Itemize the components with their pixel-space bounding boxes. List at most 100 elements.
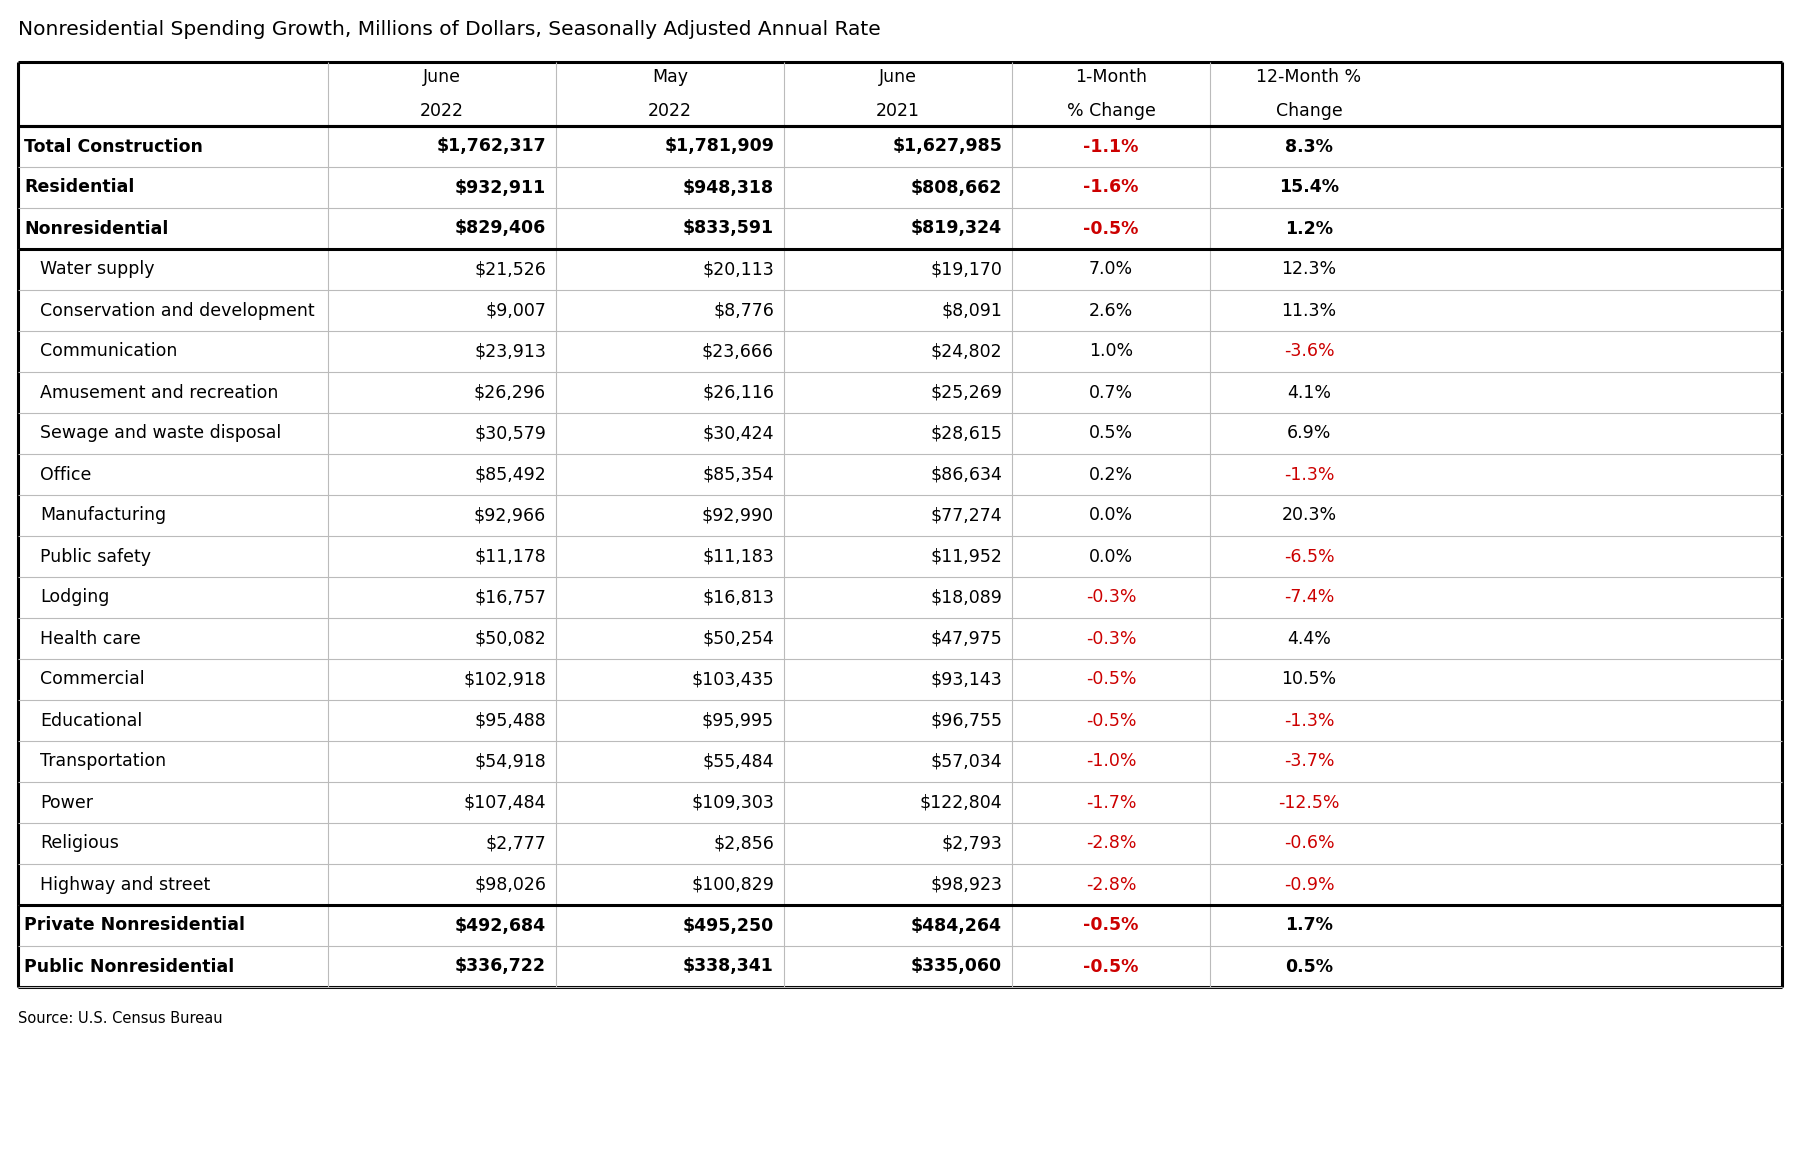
Text: $808,662: $808,662	[911, 179, 1003, 197]
Text: $47,975: $47,975	[931, 629, 1003, 647]
Text: $57,034: $57,034	[931, 752, 1003, 771]
Text: $107,484: $107,484	[464, 794, 545, 811]
Text: Highway and street: Highway and street	[40, 876, 211, 894]
Text: -0.5%: -0.5%	[1085, 712, 1136, 729]
Text: $50,082: $50,082	[473, 629, 545, 647]
Text: June: June	[423, 68, 461, 86]
Text: 4.1%: 4.1%	[1287, 384, 1330, 402]
Text: $2,777: $2,777	[486, 834, 545, 852]
Text: $11,178: $11,178	[473, 547, 545, 566]
Text: $100,829: $100,829	[691, 876, 774, 894]
Text: $54,918: $54,918	[473, 752, 545, 771]
Text: 0.0%: 0.0%	[1089, 547, 1132, 566]
Text: $16,813: $16,813	[702, 589, 774, 606]
Text: 6.9%: 6.9%	[1287, 424, 1332, 442]
Text: $336,722: $336,722	[455, 957, 545, 976]
Text: -1.1%: -1.1%	[1084, 137, 1139, 156]
Text: 20.3%: 20.3%	[1282, 507, 1337, 524]
Text: -1.3%: -1.3%	[1283, 712, 1334, 729]
Text: Change: Change	[1276, 103, 1343, 120]
Text: Amusement and recreation: Amusement and recreation	[40, 384, 279, 402]
Text: -7.4%: -7.4%	[1283, 589, 1334, 606]
Text: $932,911: $932,911	[455, 179, 545, 197]
Text: $18,089: $18,089	[931, 589, 1003, 606]
Text: $30,424: $30,424	[702, 424, 774, 442]
Text: 0.0%: 0.0%	[1089, 507, 1132, 524]
Text: $122,804: $122,804	[920, 794, 1003, 811]
Text: $26,296: $26,296	[473, 384, 545, 402]
Text: June: June	[878, 68, 916, 86]
Text: 2022: 2022	[419, 103, 464, 120]
Text: -12.5%: -12.5%	[1278, 794, 1339, 811]
Text: $30,579: $30,579	[473, 424, 545, 442]
Text: $92,966: $92,966	[473, 507, 545, 524]
Text: $92,990: $92,990	[702, 507, 774, 524]
Text: $11,183: $11,183	[702, 547, 774, 566]
Text: 0.2%: 0.2%	[1089, 465, 1132, 484]
Text: -0.5%: -0.5%	[1084, 957, 1139, 976]
Text: $20,113: $20,113	[702, 260, 774, 279]
Text: $25,269: $25,269	[931, 384, 1003, 402]
Text: -1.3%: -1.3%	[1283, 465, 1334, 484]
Text: Total Construction: Total Construction	[23, 137, 203, 156]
Text: 2.6%: 2.6%	[1089, 302, 1134, 319]
Text: $102,918: $102,918	[463, 670, 545, 689]
Text: Public Nonresidential: Public Nonresidential	[23, 957, 234, 976]
Text: $85,492: $85,492	[473, 465, 545, 484]
Text: Transportation: Transportation	[40, 752, 166, 771]
Text: $16,757: $16,757	[473, 589, 545, 606]
Text: Conservation and development: Conservation and development	[40, 302, 315, 319]
Text: $833,591: $833,591	[682, 220, 774, 237]
Text: Nonresidential Spending Growth, Millions of Dollars, Seasonally Adjusted Annual : Nonresidential Spending Growth, Millions…	[18, 20, 880, 39]
Text: $2,793: $2,793	[941, 834, 1003, 852]
Text: $77,274: $77,274	[931, 507, 1003, 524]
Text: 2022: 2022	[648, 103, 691, 120]
Text: $98,026: $98,026	[473, 876, 545, 894]
Text: 0.7%: 0.7%	[1089, 384, 1132, 402]
Text: Source: U.S. Census Bureau: Source: U.S. Census Bureau	[18, 1011, 223, 1026]
Text: -0.6%: -0.6%	[1283, 834, 1334, 852]
Text: 12.3%: 12.3%	[1282, 260, 1337, 279]
Text: 8.3%: 8.3%	[1285, 137, 1334, 156]
Text: 12-Month %: 12-Month %	[1256, 68, 1361, 86]
Text: 1-Month: 1-Month	[1075, 68, 1147, 86]
Text: Public safety: Public safety	[40, 547, 151, 566]
Text: -3.6%: -3.6%	[1283, 342, 1334, 361]
Text: Power: Power	[40, 794, 94, 811]
Text: -0.5%: -0.5%	[1085, 670, 1136, 689]
Text: -2.8%: -2.8%	[1085, 876, 1136, 894]
Text: Lodging: Lodging	[40, 589, 110, 606]
Text: $96,755: $96,755	[931, 712, 1003, 729]
Text: $948,318: $948,318	[682, 179, 774, 197]
Text: -0.3%: -0.3%	[1085, 629, 1136, 647]
Text: % Change: % Change	[1067, 103, 1156, 120]
Text: Religious: Religious	[40, 834, 119, 852]
Text: 7.0%: 7.0%	[1089, 260, 1132, 279]
Text: -1.6%: -1.6%	[1084, 179, 1139, 197]
Text: -0.3%: -0.3%	[1085, 589, 1136, 606]
Text: $103,435: $103,435	[691, 670, 774, 689]
Text: 11.3%: 11.3%	[1282, 302, 1337, 319]
Text: $86,634: $86,634	[931, 465, 1003, 484]
Text: $98,923: $98,923	[931, 876, 1003, 894]
Text: Private Nonresidential: Private Nonresidential	[23, 917, 245, 934]
Text: $1,781,909: $1,781,909	[664, 137, 774, 156]
Text: -0.5%: -0.5%	[1084, 917, 1139, 934]
Text: 10.5%: 10.5%	[1282, 670, 1337, 689]
Text: -6.5%: -6.5%	[1283, 547, 1334, 566]
Text: -2.8%: -2.8%	[1085, 834, 1136, 852]
Text: $95,995: $95,995	[702, 712, 774, 729]
Text: 2021: 2021	[877, 103, 920, 120]
Text: $93,143: $93,143	[931, 670, 1003, 689]
Text: $8,776: $8,776	[713, 302, 774, 319]
Text: $19,170: $19,170	[931, 260, 1003, 279]
Text: $24,802: $24,802	[931, 342, 1003, 361]
Text: $21,526: $21,526	[473, 260, 545, 279]
Text: 1.7%: 1.7%	[1285, 917, 1334, 934]
Text: Water supply: Water supply	[40, 260, 155, 279]
Text: $28,615: $28,615	[931, 424, 1003, 442]
Text: Office: Office	[40, 465, 92, 484]
Text: Sewage and waste disposal: Sewage and waste disposal	[40, 424, 281, 442]
Text: Residential: Residential	[23, 179, 135, 197]
Text: $1,762,317: $1,762,317	[436, 137, 545, 156]
